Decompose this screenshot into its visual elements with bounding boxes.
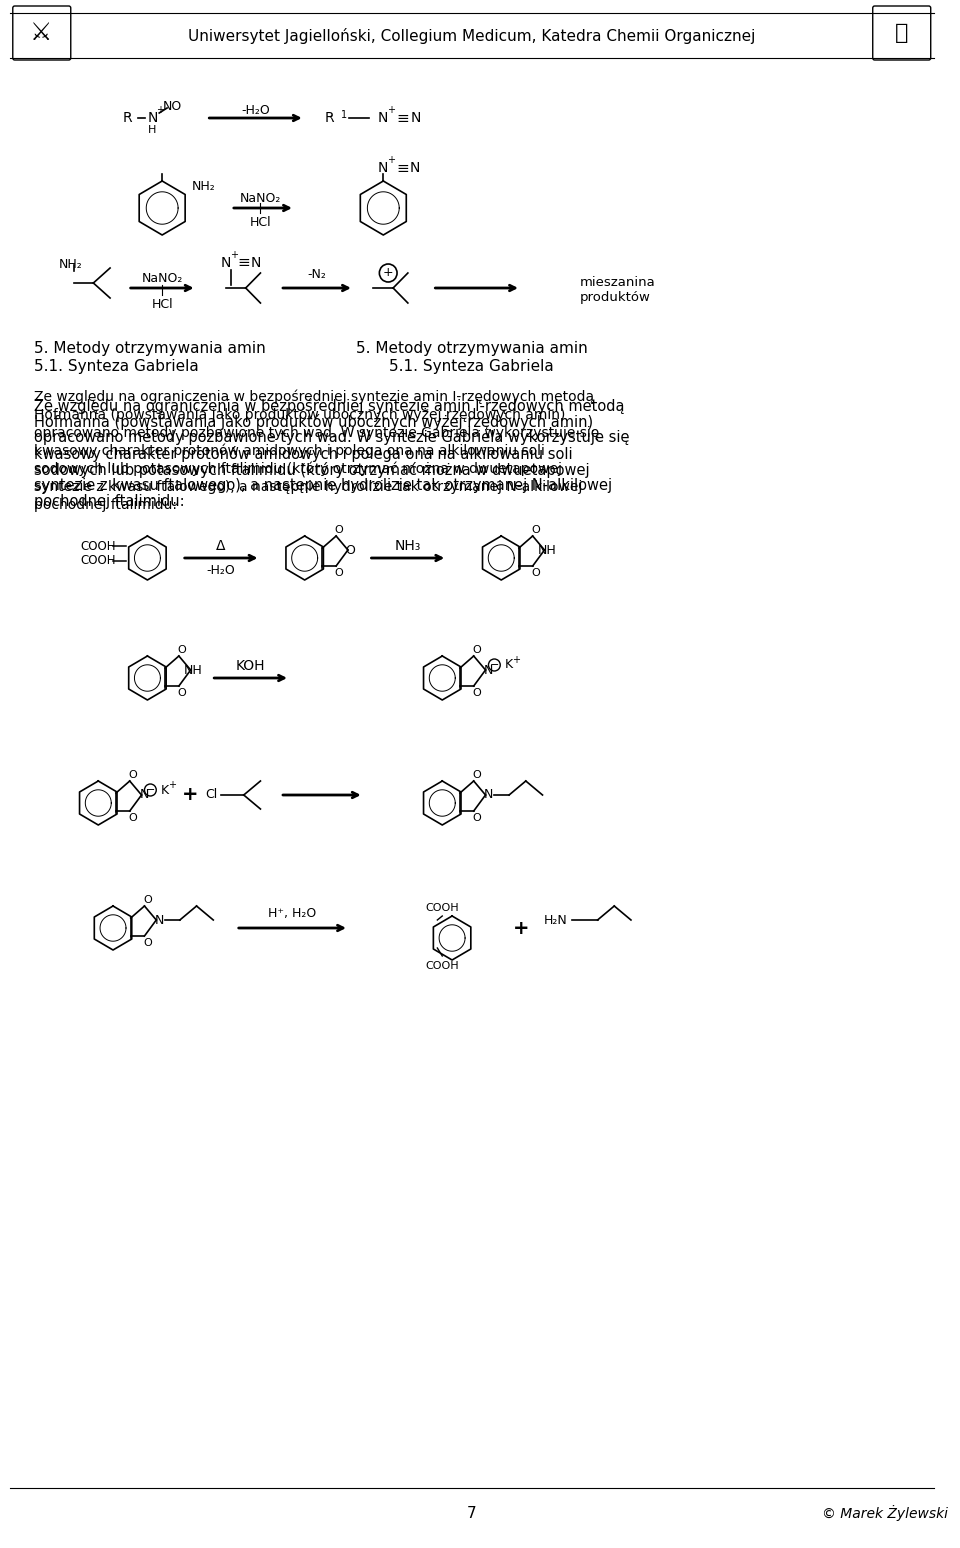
Text: +: + (156, 105, 164, 115)
Text: sodowych lub potasowych ftalimidu (który otrzymać można w dwuetapowej: sodowych lub potasowych ftalimidu (który… (35, 461, 563, 477)
Text: N: N (484, 788, 493, 802)
Text: produktów: produktów (580, 291, 651, 305)
Text: NO: NO (162, 99, 181, 113)
Text: +: + (229, 249, 238, 260)
Text: O: O (472, 646, 481, 655)
Text: O: O (472, 769, 481, 780)
Text: +: + (513, 918, 529, 938)
Text: HCl: HCl (250, 217, 272, 229)
Text: NH: NH (538, 543, 557, 556)
FancyBboxPatch shape (12, 6, 71, 60)
Text: O: O (129, 813, 137, 824)
Text: COOH: COOH (81, 540, 116, 553)
Text: N: N (378, 161, 389, 175)
Text: O: O (531, 525, 540, 536)
Text: +: + (383, 266, 394, 280)
Text: H₂N: H₂N (543, 913, 567, 927)
Text: Hofmanna (powstawania jako produktów ubocznych wyżej rzędowych amin): Hofmanna (powstawania jako produktów ubo… (35, 409, 565, 423)
Text: N: N (411, 111, 420, 125)
Text: NH₂: NH₂ (59, 259, 83, 271)
Text: 👑: 👑 (895, 23, 908, 43)
Text: Δ: Δ (216, 539, 226, 553)
Text: −: − (146, 785, 156, 796)
Text: O: O (472, 813, 481, 824)
Text: Cl: Cl (205, 788, 217, 802)
Text: kwasowy charakter protonów amidowych i polega ona na alkilowaniu soli: kwasowy charakter protonów amidowych i p… (35, 444, 545, 458)
Text: O: O (178, 646, 186, 655)
Text: O: O (472, 687, 481, 698)
Text: 5. Metody otrzymywania amin: 5. Metody otrzymywania amin (35, 341, 266, 356)
Text: Uniwersytet Jagielloński, Collegium Medicum, Katedra Chemii Organicznej: Uniwersytet Jagielloński, Collegium Medi… (188, 28, 756, 43)
Text: 5.1. Synteza Gabriela: 5.1. Synteza Gabriela (35, 359, 199, 373)
Text: N: N (378, 111, 389, 125)
Text: O: O (178, 687, 186, 698)
Text: −: − (490, 659, 499, 670)
Text: Ze względu na ograniczenia w bezpośredniej syntezie amin I-rzędowych metodą: Ze względu na ograniczenia w bezpośredni… (35, 398, 625, 413)
Text: COOH: COOH (81, 554, 116, 568)
Text: NH₃: NH₃ (395, 539, 421, 553)
Text: syntezie z kwasu ftalowego), a następnie hydrolizie tak otrzymanej N-alkilowej: syntezie z kwasu ftalowego), a następnie… (35, 480, 583, 494)
Text: R: R (123, 111, 132, 125)
Text: +: + (387, 105, 396, 115)
Text: NaNO₂: NaNO₂ (141, 271, 182, 285)
Text: pochodnej ftalimidu:: pochodnej ftalimidu: (35, 498, 178, 512)
Text: +: + (168, 780, 176, 789)
Text: H⁺, H₂O: H⁺, H₂O (268, 907, 316, 920)
Text: ≡: ≡ (237, 255, 251, 271)
Text: HCl: HCl (152, 299, 173, 311)
Text: H: H (148, 125, 156, 135)
Text: 5.1. Synteza Gabriela: 5.1. Synteza Gabriela (390, 359, 554, 373)
Text: KOH: KOH (236, 659, 265, 673)
Text: N: N (155, 913, 164, 927)
Text: N: N (147, 111, 157, 125)
Text: ≡: ≡ (396, 110, 409, 125)
Text: N: N (484, 664, 493, 676)
Text: -H₂O: -H₂O (241, 104, 270, 116)
Text: Ze względu na ograniczenia w bezpośredniej syntezie amin I-rzędowych metodą: Ze względu na ograniczenia w bezpośredni… (35, 390, 594, 404)
Text: K: K (161, 783, 169, 797)
Text: NaNO₂: NaNO₂ (240, 192, 281, 204)
Text: O: O (143, 895, 152, 906)
Text: COOH: COOH (425, 961, 459, 971)
Text: 7: 7 (467, 1506, 476, 1520)
Text: © Marek Żylewski: © Marek Żylewski (822, 1505, 948, 1522)
Text: O: O (143, 938, 152, 947)
Text: opracowano metody pozbawione tych wad. W syntezie Gabriela wykorzystuje się: opracowano metody pozbawione tych wad. W… (35, 426, 600, 440)
Text: NH₂: NH₂ (192, 180, 215, 192)
Text: +: + (387, 155, 396, 166)
Text: 1: 1 (341, 110, 348, 121)
Text: O: O (335, 568, 344, 577)
Text: sodowych lub potasowych ftalimidu (który otrzymać można w dwuetapowej: sodowych lub potasowych ftalimidu (który… (35, 461, 590, 478)
Text: NH: NH (184, 664, 203, 676)
Text: O: O (129, 769, 137, 780)
Text: mieszanina: mieszanina (580, 277, 656, 289)
Text: 5. Metody otrzymywania amin: 5. Metody otrzymywania amin (356, 341, 588, 356)
Text: O: O (345, 543, 355, 556)
Text: N: N (221, 255, 231, 269)
Text: kwasowy charakter protonów amidowych i polega ona na alkilowaniu soli: kwasowy charakter protonów amidowych i p… (35, 446, 573, 461)
Text: N: N (140, 788, 149, 802)
Text: N: N (251, 255, 261, 269)
Text: +: + (181, 785, 198, 805)
Text: K: K (505, 658, 514, 672)
Text: -N₂: -N₂ (307, 268, 325, 282)
Text: -H₂O: -H₂O (206, 563, 235, 576)
FancyBboxPatch shape (873, 6, 931, 60)
Text: COOH: COOH (425, 902, 459, 913)
Text: ⚔: ⚔ (30, 22, 53, 45)
Text: pochodnej ftalimidu:: pochodnej ftalimidu: (35, 494, 185, 509)
Text: R: R (324, 111, 334, 125)
Text: N: N (410, 161, 420, 175)
Text: O: O (335, 525, 344, 536)
Text: +: + (512, 655, 520, 666)
Text: ≡: ≡ (396, 161, 409, 175)
Text: Hofmanna (powstawania jako produktów ubocznych wyżej rzędowych amin): Hofmanna (powstawania jako produktów ubo… (35, 413, 593, 430)
Text: O: O (531, 568, 540, 577)
Text: syntezie z kwasu ftalowego), a następnie hydrolizie tak otrzymanej N-alkilowej: syntezie z kwasu ftalowego), a następnie… (35, 478, 612, 492)
Text: opracowano metody pozbawione tych wad. W syntezie Gabriela wykorzystuje się: opracowano metody pozbawione tych wad. W… (35, 430, 630, 444)
